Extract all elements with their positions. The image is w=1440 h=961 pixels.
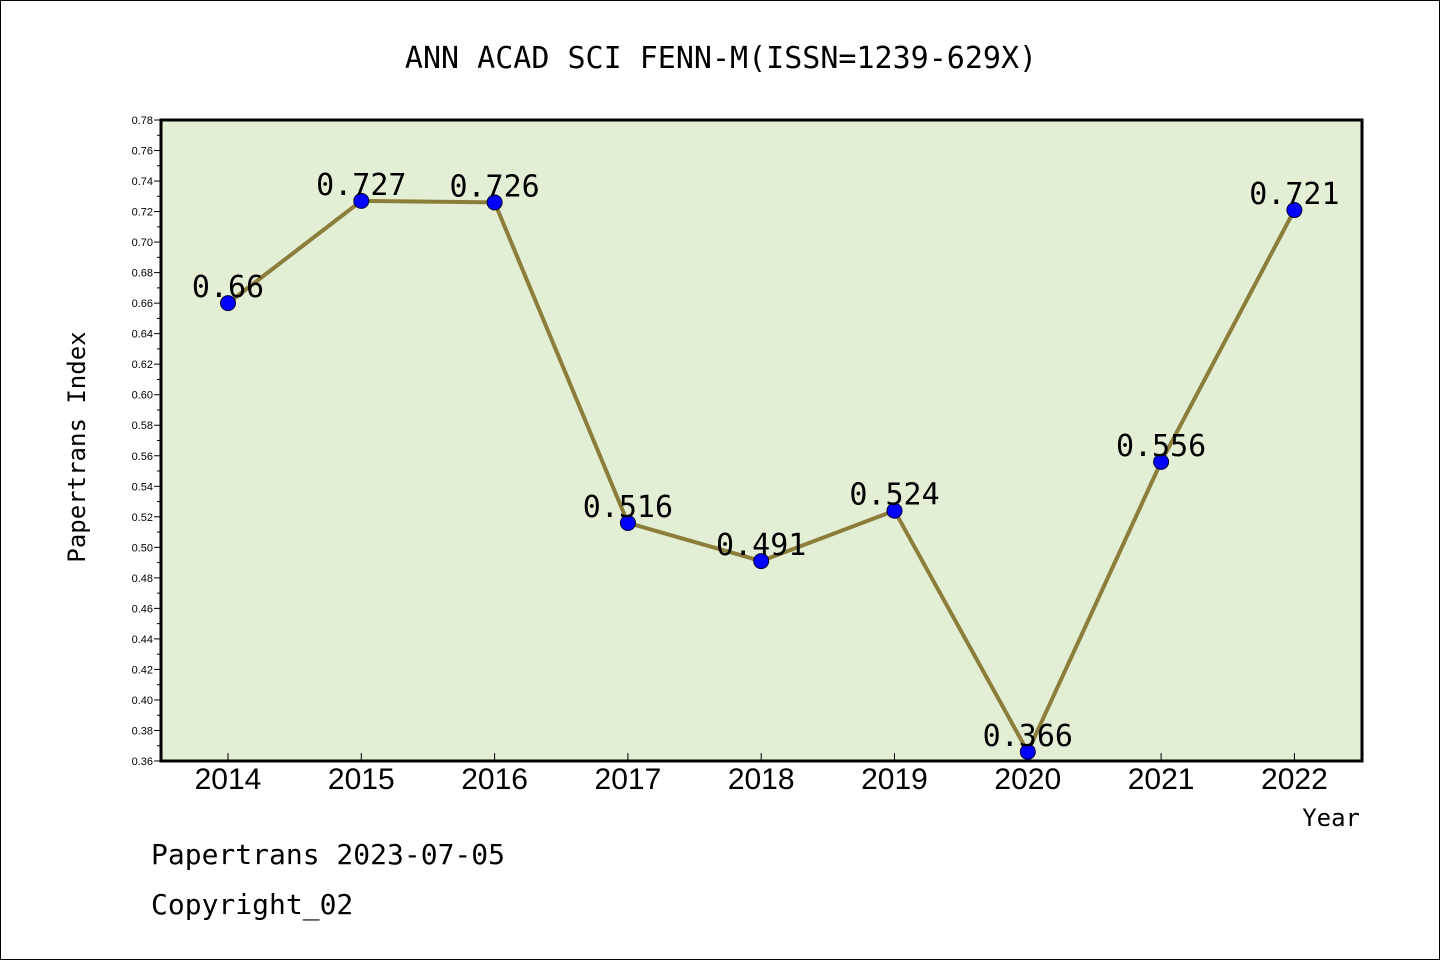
footer-date: Papertrans 2023-07-05 — [151, 838, 505, 871]
x-tick-label: 2019 — [861, 763, 928, 796]
x-tick-label: 2022 — [1261, 763, 1328, 796]
y-tick-label: 0.68 — [132, 268, 153, 280]
data-point — [1019, 743, 1036, 760]
data-label: 0.366 — [983, 719, 1073, 754]
y-tick-label: 0.52 — [132, 512, 153, 524]
y-axis-title: Papertrans Index — [63, 331, 91, 562]
y-tick-label: 0.50 — [132, 542, 153, 554]
data-point — [753, 553, 770, 570]
y-tick-label: 0.60 — [132, 390, 153, 402]
data-point — [886, 502, 903, 519]
data-labels: 0.66 0.727 0.726 0.516 0.491 0.524 0.366 0.556 0… — [192, 168, 1340, 754]
y-tick-label: 0.74 — [132, 176, 153, 188]
x-tick-label: 2015 — [328, 763, 395, 796]
y-tick-label: 0.66 — [132, 298, 153, 310]
x-tick-label: 2017 — [595, 763, 662, 796]
data-label: 0.66 — [192, 270, 264, 305]
y-tick-label: 0.38 — [132, 725, 153, 737]
y-tick-label: 0.78 — [132, 115, 153, 127]
y-axis: 0.36 0.38 0.40 0.42 0.44 0.46 0.48 0.50 0.52 0.54… — [132, 115, 161, 768]
y-tick-label: 0.36 — [132, 756, 153, 768]
data-point — [486, 194, 503, 211]
data-label: 0.516 — [583, 490, 673, 525]
y-tick-label: 0.58 — [132, 420, 153, 432]
y-tick-label: 0.72 — [132, 207, 153, 219]
data-point — [619, 514, 636, 531]
footer-copyright: Copyright_02 — [151, 888, 353, 922]
y-tick-label: 0.70 — [132, 237, 153, 249]
y-tick-label: 0.46 — [132, 603, 153, 615]
x-tick-label: 2018 — [728, 763, 795, 796]
data-label: 0.556 — [1116, 429, 1206, 464]
x-tick-label: 2021 — [1128, 763, 1195, 796]
y-tick-label: 0.42 — [132, 664, 153, 676]
data-label: 0.491 — [716, 528, 806, 563]
y-tick-label: 0.64 — [132, 329, 153, 341]
chart-title: ANN ACAD SCI FENN-M(ISSN=1239-629X) — [405, 41, 1037, 76]
x-tick-label: 2016 — [461, 763, 528, 796]
data-label: 0.727 — [316, 168, 406, 203]
data-point — [1153, 453, 1170, 470]
y-tick-label: 0.76 — [132, 146, 153, 158]
data-label: 0.721 — [1249, 177, 1339, 212]
x-tick-label: 2020 — [994, 763, 1061, 796]
y-tick-label: 0.44 — [132, 634, 153, 646]
y-tick-label: 0.40 — [132, 695, 153, 707]
data-label: 0.524 — [849, 478, 939, 513]
y-tick-label: 0.56 — [132, 451, 153, 463]
plot-area — [159, 118, 1364, 763]
x-tick-label: 2014 — [195, 763, 262, 796]
data-series — [220, 192, 1303, 760]
data-point — [1286, 202, 1303, 219]
data-point — [220, 295, 236, 312]
y-tick-label: 0.62 — [132, 359, 153, 371]
x-axis-title: Year — [1302, 804, 1360, 832]
x-axis: 2014 2015 2016 2017 2018 2019 2020 2021 2022 — [195, 753, 1328, 796]
data-point — [353, 192, 370, 209]
data-label: 0.726 — [449, 169, 539, 204]
y-tick-label: 0.54 — [132, 481, 153, 493]
y-tick-label: 0.48 — [132, 573, 153, 585]
